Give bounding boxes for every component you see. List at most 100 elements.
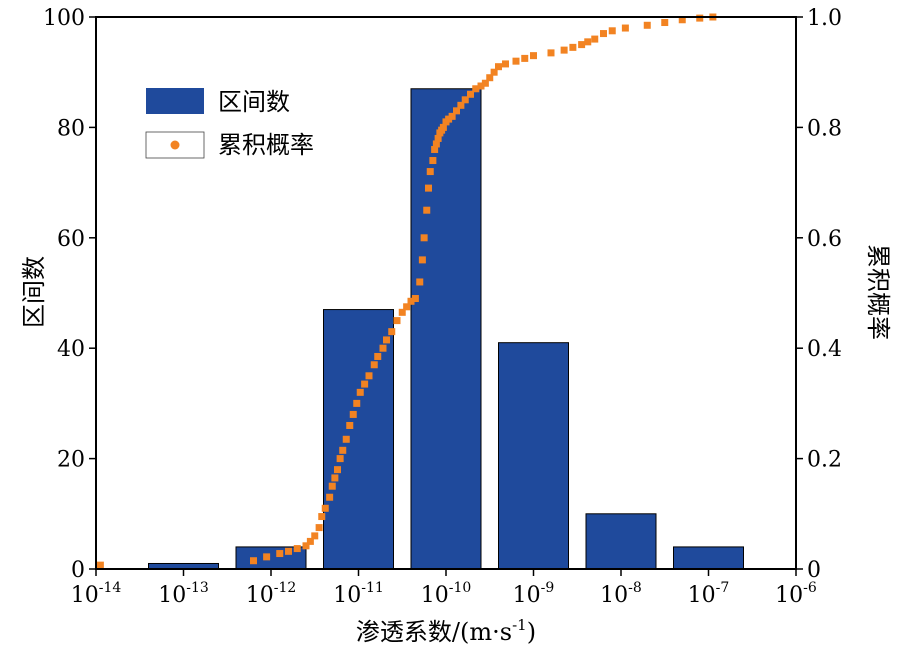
bar — [323, 309, 394, 570]
cumulative-point — [420, 234, 428, 242]
cumulative-point — [591, 35, 599, 43]
cumulative-point — [318, 513, 326, 521]
y-right-tick-label: 0.2 — [807, 448, 842, 473]
y-axis-left: 0 20 40 60 80 100 — [43, 6, 96, 583]
cumulative-point — [346, 421, 354, 429]
y-right-tick-label: 0 — [807, 558, 821, 583]
cumulative-point — [311, 532, 319, 540]
cumulative-point — [302, 542, 310, 550]
y-left-tick-label: 40 — [57, 337, 85, 362]
cumulative-point — [349, 410, 357, 418]
cumulative-point — [411, 295, 419, 303]
legend-point-marker — [170, 140, 180, 150]
cumulative-point — [429, 157, 437, 165]
cumulative-point — [426, 168, 434, 176]
cumulative-point — [393, 317, 401, 325]
cumulative-point — [448, 112, 456, 120]
cumulative-point — [263, 553, 271, 561]
cumulative-point — [461, 96, 469, 104]
cumulative-point — [361, 380, 369, 388]
cumulative-point — [276, 550, 284, 558]
y-right-tick-label: 0.6 — [807, 227, 842, 252]
cumulative-point — [678, 16, 686, 24]
cumulative-point — [383, 336, 390, 344]
cumulative-point — [285, 547, 292, 555]
bar — [673, 546, 744, 570]
cumulative-point — [560, 46, 568, 54]
y-axis-left-label: 区间数 — [20, 256, 48, 328]
cumulative-point — [293, 545, 301, 553]
x-axis-label: 渗透系数/(m·s-1) — [356, 616, 536, 646]
x-axis: 10-14 10-13 10-12 10-11 10-10 10-9 10-8 10-7 10-… — [71, 569, 817, 608]
cumulative-point — [370, 361, 378, 369]
cumulative-point — [521, 54, 529, 62]
cumulative-point — [388, 328, 396, 336]
cumulative-point — [439, 123, 447, 131]
cumulative-point — [334, 466, 341, 474]
cumulative-point — [431, 145, 439, 153]
cumulative-point — [696, 14, 704, 22]
y-left-tick-label: 100 — [43, 6, 85, 31]
cumulative-point — [306, 537, 314, 545]
cumulative-point — [423, 206, 431, 214]
cumulative-point — [486, 74, 494, 82]
y-axis-right-label: 累积概率 — [864, 244, 892, 340]
cumulative-point — [326, 493, 334, 501]
bar-series — [148, 88, 744, 570]
x-tick-label: 10-14 — [71, 580, 122, 608]
cumulative-point — [477, 82, 485, 90]
bar — [585, 513, 657, 570]
cumulative-point — [490, 68, 498, 76]
cumulative-point — [365, 372, 373, 380]
bar — [410, 88, 482, 570]
cumulative-point — [403, 303, 411, 311]
cumulative-point — [472, 85, 480, 93]
bar — [498, 342, 569, 570]
x-tick-label: 10-8 — [600, 580, 642, 608]
legend-point-label: 累积概率 — [218, 131, 314, 159]
x-tick-label: 10-13 — [158, 580, 209, 608]
cumulative-point — [96, 561, 104, 569]
cumulative-point — [530, 52, 537, 60]
x-tick-label: 10-10 — [421, 580, 472, 608]
cumulative-point — [374, 352, 382, 360]
legend: 区间数 累积概率 — [145, 88, 314, 159]
cumulative-point — [453, 107, 460, 115]
x-tick-label: 10-6 — [775, 580, 817, 608]
cumulative-point — [339, 446, 347, 454]
legend-bar-label: 区间数 — [218, 88, 290, 116]
x-tick-label: 10-7 — [688, 580, 730, 608]
cumulative-point — [457, 101, 465, 109]
cumulative-point — [481, 79, 489, 87]
cumulative-point — [379, 344, 387, 352]
cumulative-point — [336, 455, 344, 463]
cumulative-point — [495, 63, 502, 71]
cumulative-point — [342, 435, 350, 443]
x-tick-label: 10-9 — [513, 580, 555, 608]
y-left-tick-label: 80 — [57, 116, 85, 141]
cumulative-point — [356, 388, 364, 396]
cumulative-point — [584, 38, 592, 46]
cumulative-point — [353, 399, 361, 407]
cumulative-point — [425, 184, 432, 192]
cumulative-point — [416, 278, 424, 286]
y-left-tick-label: 20 — [57, 448, 85, 473]
cumulative-point — [608, 27, 616, 35]
cumulative-point — [418, 256, 426, 264]
cumulative-point — [321, 504, 329, 512]
cumulative-point — [398, 308, 406, 316]
cumulative-point — [578, 41, 586, 49]
cumulative-point — [331, 474, 339, 482]
cumulative-point — [512, 57, 520, 65]
cumulative-point — [569, 43, 577, 51]
y-right-tick-label: 0.4 — [807, 337, 842, 362]
cumulative-point — [328, 482, 336, 490]
cumulative-point — [432, 140, 440, 148]
cumulative-point — [250, 557, 257, 565]
cumulative-point — [315, 524, 323, 532]
cumulative-point — [643, 21, 651, 29]
y-right-tick-label: 0.8 — [807, 116, 842, 141]
cumulative-point — [407, 297, 415, 305]
cumulative-point — [467, 90, 474, 98]
